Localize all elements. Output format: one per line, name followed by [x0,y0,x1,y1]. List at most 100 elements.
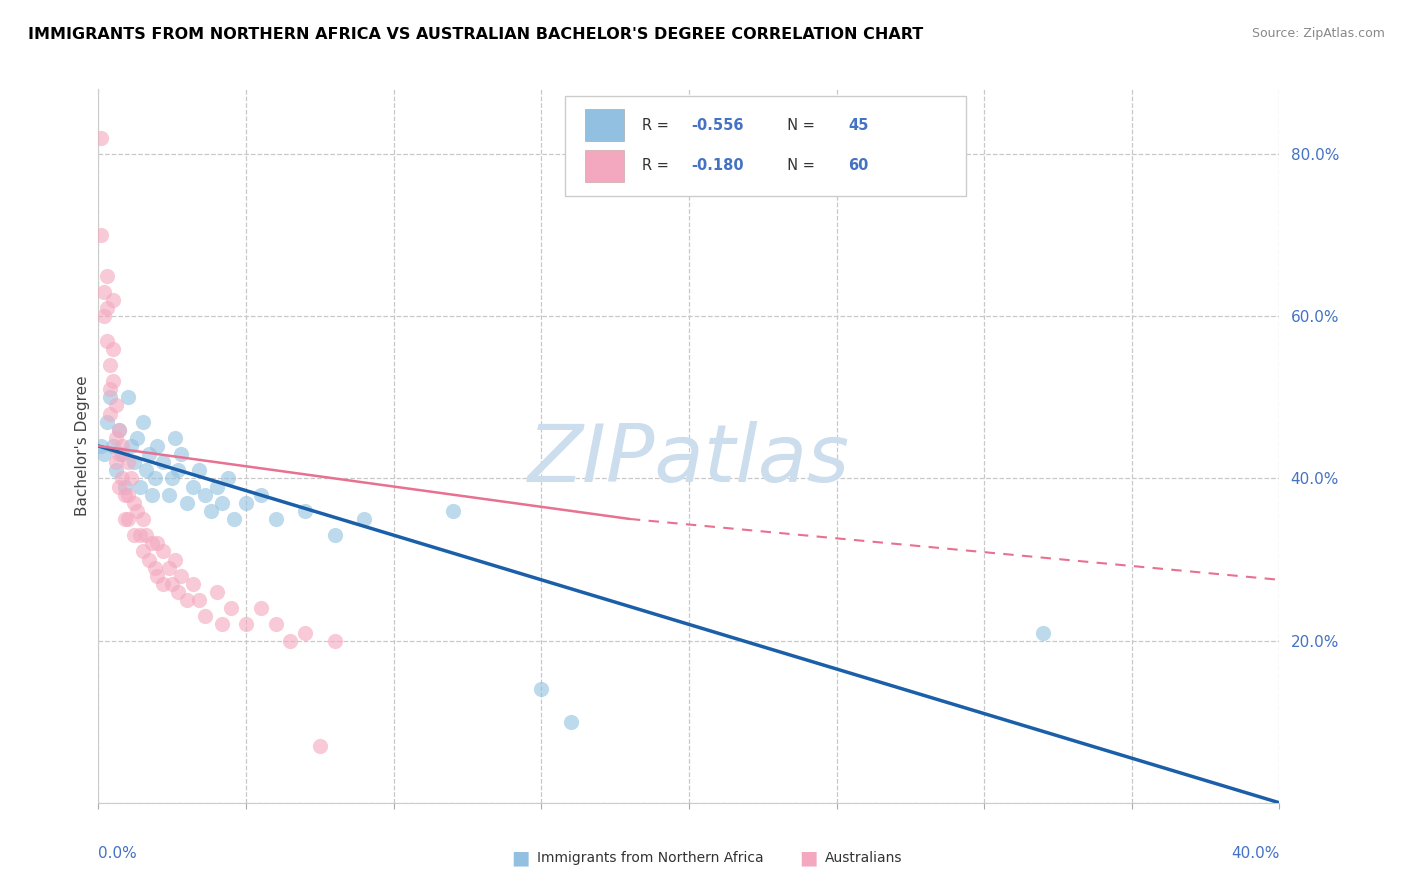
Point [108,423,131,437]
Point [103,342,125,356]
Point [135,528,157,542]
Point [93,285,115,299]
Point [194,488,217,502]
Point [120,471,142,485]
Point [98,407,121,421]
Point [143,560,166,574]
Point [146,568,169,582]
Point [162,577,183,591]
Point [146,439,169,453]
Point [141,536,163,550]
Point [114,512,136,526]
Point [120,439,142,453]
Text: N =: N = [778,159,820,173]
Point [560,714,582,729]
Point [353,512,375,526]
Point [141,488,163,502]
Point [165,431,187,445]
Point [530,682,553,697]
Point [167,585,190,599]
Point [111,447,134,461]
Bar [585,150,624,182]
Point [138,552,160,566]
Text: Source: ZipAtlas.com: Source: ZipAtlas.com [1251,27,1385,40]
Point [114,479,136,493]
Text: Immigrants from Northern Africa: Immigrants from Northern Africa [537,851,763,865]
Point [211,617,233,632]
Y-axis label: Bachelor's Degree: Bachelor's Degree [75,376,90,516]
Point [264,617,287,632]
Point [165,552,187,566]
Point [132,544,155,558]
Text: 60: 60 [848,159,869,173]
Text: 0.0%: 0.0% [98,846,138,861]
Point [219,601,242,615]
Bar [585,109,624,141]
Point [98,382,121,396]
Point [90,228,112,243]
Point [117,455,139,469]
Point [441,504,464,518]
Text: ZIPatlas: ZIPatlas [527,421,851,500]
Point [117,512,139,526]
Point [224,512,246,526]
Point [187,593,209,607]
Point [211,496,233,510]
Point [146,536,169,550]
Point [98,390,121,404]
Point [103,439,125,453]
Point [138,447,160,461]
Text: -0.180: -0.180 [692,159,744,173]
Point [278,633,302,648]
Text: R =: R = [641,118,673,133]
Point [103,293,125,307]
Point [108,447,131,461]
Point [105,399,128,413]
Point [125,504,148,518]
Point [181,479,204,493]
Point [200,504,222,518]
Point [143,471,166,485]
Point [157,488,180,502]
Point [125,431,148,445]
Point [250,601,273,615]
Point [98,358,121,372]
Point [93,447,115,461]
Point [250,488,273,502]
Point [323,633,346,648]
Point [108,423,131,437]
Point [152,544,174,558]
Text: N =: N = [778,118,820,133]
Point [294,504,316,518]
Point [105,463,128,477]
Point [264,512,287,526]
Point [105,431,128,445]
Point [105,455,128,469]
Point [323,528,346,542]
Point [1032,625,1054,640]
Point [103,374,125,388]
Text: 45: 45 [848,118,869,133]
Point [90,439,112,453]
Point [205,585,228,599]
Point [176,593,198,607]
Point [162,471,183,485]
Point [187,463,209,477]
Point [176,496,198,510]
Point [122,496,145,510]
Point [167,463,190,477]
Point [128,528,150,542]
Point [111,439,134,453]
Point [93,310,115,324]
Text: IMMIGRANTS FROM NORTHERN AFRICA VS AUSTRALIAN BACHELOR'S DEGREE CORRELATION CHAR: IMMIGRANTS FROM NORTHERN AFRICA VS AUSTR… [28,27,924,42]
Point [135,463,157,477]
Point [96,415,118,429]
Point [157,560,180,574]
Text: ■: ■ [799,848,818,868]
Point [117,488,139,502]
Point [132,415,155,429]
Point [132,512,155,526]
Text: Australians: Australians [825,851,903,865]
Point [96,268,118,283]
Point [96,301,118,315]
